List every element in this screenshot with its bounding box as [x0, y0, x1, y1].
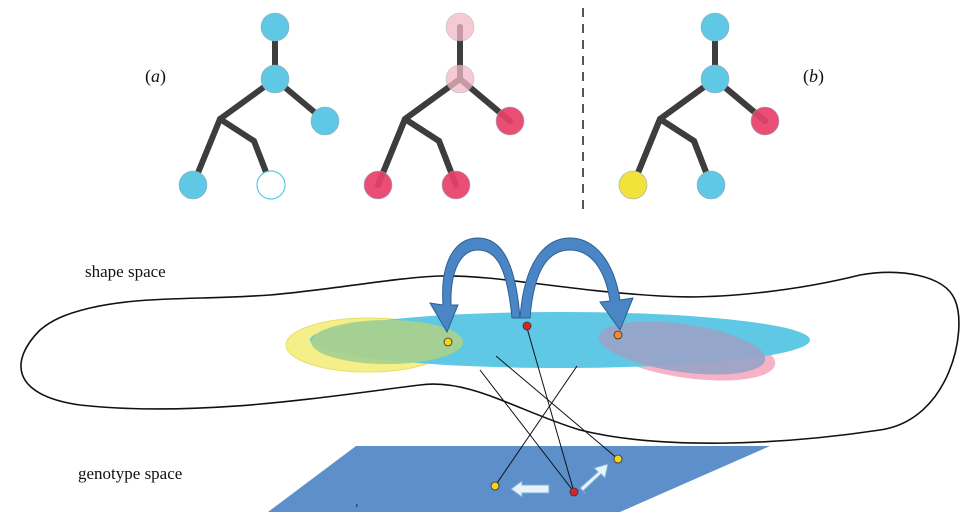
mapping-line: [479, 369, 575, 493]
tree-node-mid: [445, 64, 475, 94]
curved-arrow-right-icon: [519, 237, 634, 332]
genotype-point-red: [569, 487, 579, 497]
shape-space-label: shape space: [85, 262, 166, 281]
shape-point-yellow: [443, 337, 453, 347]
tree-node-mid: [700, 64, 730, 94]
genotype-space-label: genotype space: [78, 464, 183, 483]
tree-edge: [402, 116, 442, 144]
tree-node-right: [495, 106, 525, 136]
secondary-structure-trees: [178, 12, 780, 200]
tree-node-bottom-left: [363, 170, 393, 200]
tree-node-right: [750, 106, 780, 136]
mapping-line: [494, 365, 578, 487]
tree-b: [618, 12, 780, 200]
genotype-space-plane: [268, 446, 770, 512]
mutation-arrow-diagonal-icon: [579, 463, 609, 495]
tree-node-right: [310, 106, 340, 136]
tree-node-bottom-left: [618, 170, 648, 200]
tree-node-bottom-right: [696, 170, 726, 200]
mapping-line: [526, 327, 575, 493]
curved-arrow-left-icon: [429, 237, 521, 334]
purple-overlap-region: [598, 321, 766, 375]
tree-node-mid: [260, 64, 290, 94]
tree-node-bottom-right: [256, 170, 286, 200]
tree-node-bottom-right: [441, 170, 471, 200]
tree-node-top: [700, 12, 730, 42]
genotype-point-yellow-left: [490, 481, 500, 491]
tree-edges: [375, 24, 513, 188]
tree-node-bottom-left: [178, 170, 208, 200]
tree-edge: [217, 116, 257, 144]
tree-edges: [190, 24, 328, 188]
mapping-line: [495, 355, 619, 460]
panel-label-b: (b): [803, 66, 824, 86]
shape-space-region: [20, 271, 960, 444]
panel-label-a: (a): [145, 66, 166, 86]
plane-mark: [356, 504, 358, 507]
tree-a2: [363, 12, 525, 200]
mutation-arrow-left-icon: [510, 480, 550, 498]
tree-node-top: [260, 12, 290, 42]
tree-edges: [630, 24, 768, 188]
tree-edge: [657, 116, 697, 144]
tree-a1: [178, 12, 340, 200]
shape-point-red: [522, 321, 532, 331]
shape-point-orange: [613, 330, 623, 340]
green-overlap-region: [311, 320, 463, 364]
tree-node-top: [445, 12, 475, 42]
genotype-point-yellow-right: [613, 454, 623, 464]
